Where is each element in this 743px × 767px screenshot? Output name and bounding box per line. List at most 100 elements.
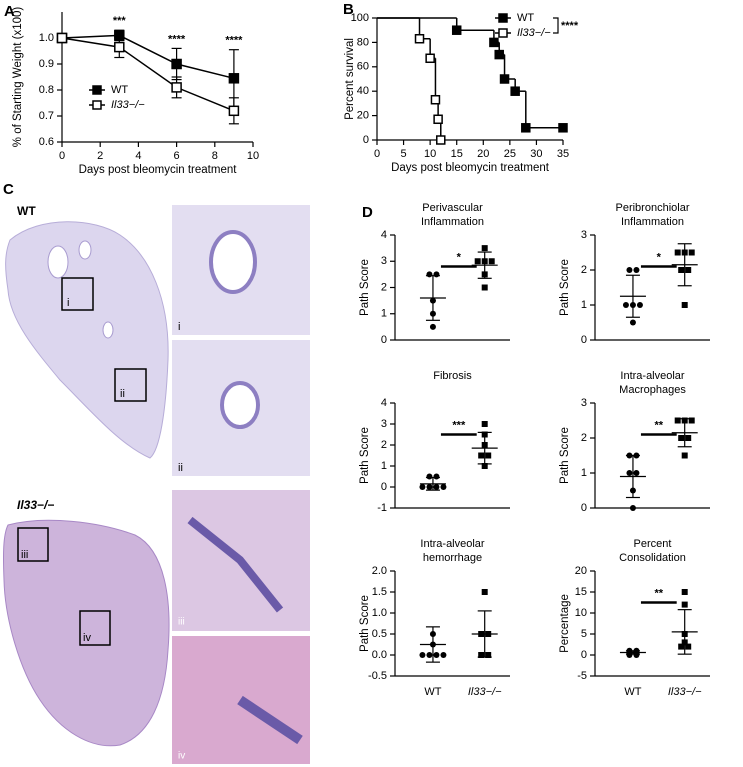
airway xyxy=(220,381,260,429)
y-tick-label: 1.5 xyxy=(372,586,387,598)
y-tick-label: 3 xyxy=(581,229,587,241)
chart-title: Perivascular xyxy=(422,202,483,214)
x-tick-label: 2 xyxy=(97,150,103,162)
y-tick-label: 20 xyxy=(357,110,369,122)
point xyxy=(678,643,685,650)
point xyxy=(485,452,492,459)
x-tick-label: 30 xyxy=(530,148,542,160)
y-tick-label: 0 xyxy=(581,649,587,661)
annotation: *** xyxy=(113,15,127,27)
point xyxy=(674,417,681,424)
point xyxy=(433,473,440,480)
y-tick-label: 1 xyxy=(581,467,587,479)
y-tick-label: 15 xyxy=(575,586,587,598)
lung-section xyxy=(5,221,169,459)
inset-label: iii xyxy=(178,617,185,628)
inset-box xyxy=(61,277,94,311)
x-tick-label: 20 xyxy=(477,148,489,160)
inset-box xyxy=(79,610,111,646)
inset-label: iii xyxy=(21,549,28,561)
y-tick-label: 1 xyxy=(581,299,587,311)
inset-label: i xyxy=(178,321,180,333)
point xyxy=(481,284,488,291)
point xyxy=(114,41,125,53)
x-tick-label: 0 xyxy=(374,148,380,160)
y-tick-label: 5 xyxy=(581,628,587,640)
x-tick-label: 0 xyxy=(59,150,65,162)
point xyxy=(674,249,681,256)
legend-label: WT xyxy=(111,84,128,96)
y-axis-label: Path Score xyxy=(359,427,371,484)
point xyxy=(228,105,240,117)
x-tick-label: 4 xyxy=(135,150,141,162)
y-tick-label: 0 xyxy=(381,334,387,346)
point xyxy=(426,473,433,480)
point xyxy=(626,267,633,273)
significance: ** xyxy=(655,419,664,431)
x-tick-label: 15 xyxy=(451,148,463,160)
point xyxy=(622,302,629,308)
ko-label: Il33−/− xyxy=(17,498,54,512)
significance: * xyxy=(657,251,662,263)
legend-label: WT xyxy=(517,12,534,24)
point xyxy=(171,82,182,93)
y-tick-label: 4 xyxy=(381,229,387,241)
y-tick-label: 60 xyxy=(357,61,369,73)
y-axis-label: Path Score xyxy=(559,259,571,316)
y-tick-label: 0.0 xyxy=(372,649,387,661)
histology: WT i ii i ii Il33−/− iii iv iii iv xyxy=(3,204,310,764)
x-tick-label: WT xyxy=(424,686,441,698)
point xyxy=(426,484,433,490)
legend-marker xyxy=(92,85,102,95)
chart-title: Fibrosis xyxy=(433,370,472,382)
y-tick-label: 0.5 xyxy=(372,628,387,640)
y-tick-label: 0 xyxy=(363,134,369,146)
point xyxy=(440,652,447,658)
legend-marker xyxy=(498,13,508,23)
chart-title: Peribronchiolar xyxy=(616,202,690,214)
y-tick-label: 2 xyxy=(581,264,587,276)
point xyxy=(681,452,688,459)
point xyxy=(494,49,504,60)
chart-title: Consolidation xyxy=(619,552,686,564)
y-tick-label: 0.9 xyxy=(39,58,54,70)
x-tick-label: 10 xyxy=(247,150,259,162)
point xyxy=(488,258,495,265)
point xyxy=(626,470,633,476)
x-tick-label: 8 xyxy=(212,150,218,162)
y-axis-label: % of Starting Weight (x100) xyxy=(12,7,24,148)
point xyxy=(436,135,446,145)
y-tick-label: 0 xyxy=(381,481,387,493)
y-tick-label: 2 xyxy=(381,281,387,293)
chart-title: Macrophages xyxy=(619,384,686,396)
y-tick-label: 40 xyxy=(357,85,369,97)
point xyxy=(681,302,688,308)
point xyxy=(633,470,640,476)
y-tick-label: 1.0 xyxy=(372,607,387,619)
y-tick-label: 3 xyxy=(381,418,387,430)
y-tick-label: 100 xyxy=(351,12,369,24)
y-tick-label: 80 xyxy=(357,36,369,48)
significance: * xyxy=(457,251,462,263)
point xyxy=(681,589,688,595)
panel-label: C xyxy=(3,181,14,198)
point xyxy=(629,319,636,326)
y-tick-label: 4 xyxy=(381,397,387,409)
point xyxy=(685,435,692,441)
y-tick-label: 0.8 xyxy=(39,84,54,96)
point xyxy=(499,74,510,84)
point xyxy=(678,267,685,273)
y-tick-label: 2 xyxy=(381,439,387,451)
significance: *** xyxy=(452,419,466,431)
x-axis-label: Days post bleomycin treatment xyxy=(391,162,550,174)
chart-title: Percent xyxy=(634,538,672,550)
point xyxy=(478,652,485,658)
point xyxy=(485,652,492,658)
inset-box xyxy=(114,368,147,402)
x-axis-label: Days post bleomycin treatment xyxy=(79,164,238,176)
point xyxy=(636,302,643,308)
point xyxy=(510,86,520,96)
x-tick-label: Il33−/− xyxy=(468,686,502,698)
x-tick-label: 5 xyxy=(401,148,407,160)
